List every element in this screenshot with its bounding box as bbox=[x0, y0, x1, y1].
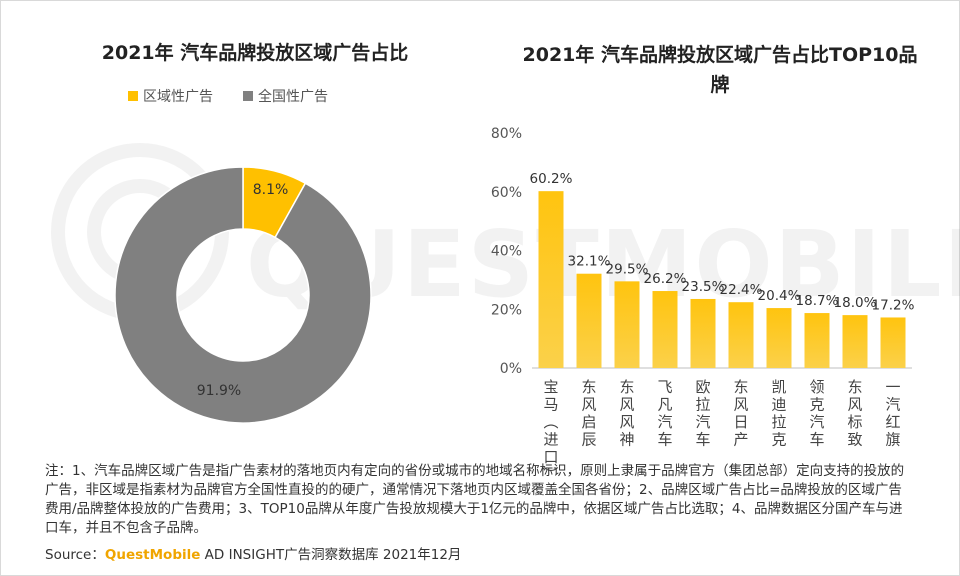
slice-label-national: 91.9% bbox=[197, 383, 241, 399]
bar-chart-title-line1: 2021年 汽车品牌投放区域广告占比TOP10品 bbox=[522, 44, 918, 66]
category-label: 东风启辰 bbox=[581, 378, 596, 449]
category-label: 飞凡汽车 bbox=[657, 378, 672, 449]
bar-chart-title: 2021年 汽车品牌投放区域广告占比TOP10品 牌 bbox=[520, 40, 920, 100]
bar bbox=[804, 313, 830, 368]
category-label: 东风标致 bbox=[847, 378, 862, 449]
bar bbox=[690, 298, 716, 368]
footnote: 注：1、汽车品牌区域广告是指广告素材的落地页内有定向的省份或城市的地域名称标识，… bbox=[45, 463, 905, 536]
bar-value-label: 23.5% bbox=[682, 279, 725, 295]
legend-swatch-regional bbox=[128, 91, 138, 101]
category-label: 欧拉汽车 bbox=[695, 378, 710, 449]
bar bbox=[652, 291, 678, 368]
bar-value-label: 29.5% bbox=[606, 261, 649, 277]
pie-legend: 区域性广告 全国性广告 bbox=[128, 86, 328, 106]
bar bbox=[766, 308, 792, 368]
category-label: 领克汽车 bbox=[809, 378, 824, 449]
source-rest: AD INSIGHT广告洞察数据库 2021年12月 bbox=[200, 547, 462, 563]
source-prefix: Source： bbox=[45, 547, 105, 563]
pie-chart-title: 2021年 汽车品牌投放区域广告占比 bbox=[101, 42, 409, 64]
source-brand: QuestMobile bbox=[104, 547, 201, 563]
bar bbox=[880, 317, 906, 368]
bar-value-label: 20.4% bbox=[758, 288, 801, 304]
category-label: 东风日产 bbox=[733, 378, 748, 449]
bar bbox=[576, 273, 602, 368]
bar-value-label: 22.4% bbox=[720, 282, 763, 298]
source-line: Source：QuestMobile AD INSIGHT广告洞察数据库 202… bbox=[45, 543, 461, 563]
category-label: 宝马︵进口︶ bbox=[543, 378, 558, 484]
category-label: 东风风神 bbox=[619, 378, 634, 449]
bar-value-label: 32.1% bbox=[568, 254, 611, 270]
slice-national bbox=[114, 166, 372, 424]
legend-label-regional: 区域性广告 bbox=[143, 89, 213, 105]
legend-label-national: 全国性广告 bbox=[258, 89, 328, 105]
y-tick-label: 40% bbox=[491, 244, 522, 260]
legend-item-national: 全国性广告 bbox=[243, 86, 328, 106]
slice-label-regional: 8.1% bbox=[253, 182, 289, 198]
legend-item-regional: 区域性广告 bbox=[128, 86, 213, 106]
bar bbox=[728, 302, 754, 368]
legend-swatch-national bbox=[243, 91, 253, 101]
bar-value-label: 26.2% bbox=[644, 271, 687, 287]
bar-value-label: 18.0% bbox=[834, 295, 877, 311]
bar bbox=[538, 191, 564, 368]
y-tick-label: 0% bbox=[500, 361, 522, 377]
y-tick-label: 80% bbox=[491, 126, 522, 142]
category-label: 一汽红旗 bbox=[885, 378, 900, 449]
bar-value-label: 18.7% bbox=[796, 293, 839, 309]
category-label: 凯迪拉克 bbox=[771, 378, 786, 449]
y-tick-label: 20% bbox=[491, 302, 522, 318]
y-tick-label: 60% bbox=[491, 185, 522, 201]
bar-chart-title-line2: 牌 bbox=[710, 74, 730, 96]
bar bbox=[614, 281, 640, 368]
bar-value-label: 60.2% bbox=[530, 171, 573, 187]
bar-value-label: 17.2% bbox=[872, 297, 915, 313]
bar bbox=[842, 315, 868, 368]
